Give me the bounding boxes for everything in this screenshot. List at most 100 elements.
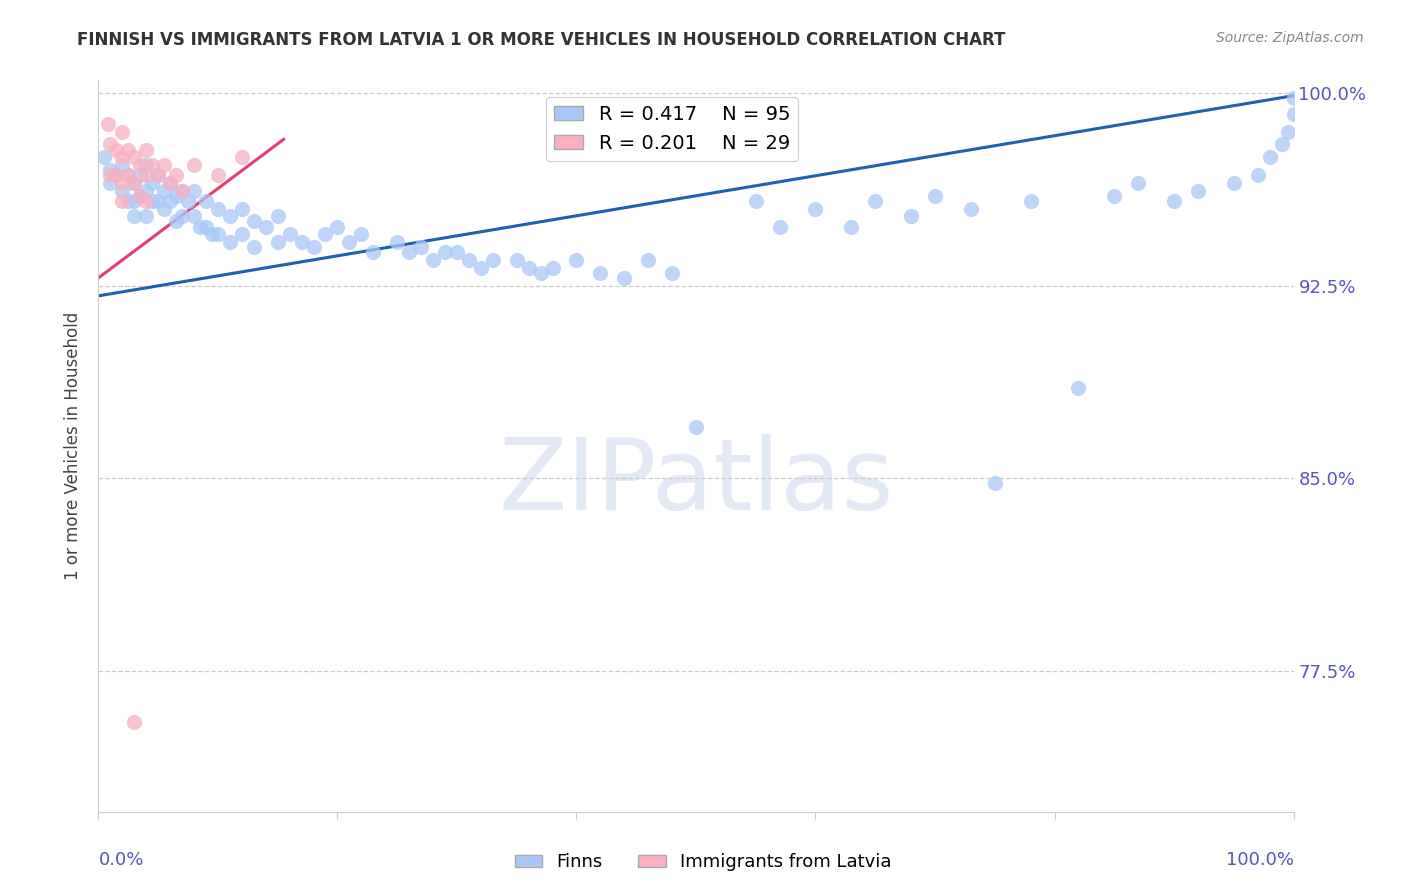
- Point: [111, 158, 134, 172]
- Text: ZIPatlas: ZIPatlas: [498, 434, 894, 531]
- Point: [506, 252, 529, 267]
- Point: [541, 260, 564, 275]
- Point: [111, 184, 134, 198]
- Point: [117, 143, 139, 157]
- Point: [422, 252, 444, 267]
- Point: [105, 168, 128, 182]
- Point: [291, 235, 314, 249]
- Point: [267, 235, 290, 249]
- Point: [207, 168, 229, 182]
- Point: [111, 176, 134, 190]
- Point: [661, 266, 683, 280]
- Point: [159, 176, 181, 190]
- Point: [434, 245, 457, 260]
- Point: [207, 227, 229, 242]
- Point: [350, 227, 373, 242]
- Point: [165, 168, 187, 182]
- Point: [195, 219, 218, 234]
- Point: [117, 168, 139, 182]
- Point: [1128, 176, 1150, 190]
- Point: [105, 143, 128, 157]
- Point: [124, 176, 146, 190]
- Point: [517, 260, 540, 275]
- Point: [98, 176, 122, 190]
- Point: [385, 235, 409, 249]
- Point: [98, 163, 122, 178]
- Point: [1163, 194, 1185, 208]
- Point: [135, 168, 157, 182]
- Point: [129, 158, 152, 172]
- Point: [613, 271, 636, 285]
- Point: [589, 266, 612, 280]
- Point: [565, 252, 588, 267]
- Point: [129, 168, 152, 182]
- Legend: Finns, Immigrants from Latvia: Finns, Immigrants from Latvia: [508, 847, 898, 879]
- Point: [148, 168, 170, 182]
- Point: [363, 245, 385, 260]
- Point: [129, 188, 152, 202]
- Point: [326, 219, 349, 234]
- Point: [841, 219, 863, 234]
- Point: [481, 252, 505, 267]
- Point: [201, 227, 224, 242]
- Point: [111, 150, 134, 164]
- Point: [135, 209, 157, 223]
- Point: [398, 245, 420, 260]
- Point: [141, 194, 163, 208]
- Point: [148, 194, 170, 208]
- Point: [183, 158, 205, 172]
- Point: [219, 209, 242, 223]
- Point: [243, 214, 266, 228]
- Text: Source: ZipAtlas.com: Source: ZipAtlas.com: [1216, 31, 1364, 45]
- Legend: R = 0.417    N = 95, R = 0.201    N = 29: R = 0.417 N = 95, R = 0.201 N = 29: [546, 97, 799, 161]
- Text: FINNISH VS IMMIGRANTS FROM LATVIA 1 OR MORE VEHICLES IN HOUSEHOLD CORRELATION CH: FINNISH VS IMMIGRANTS FROM LATVIA 1 OR M…: [77, 31, 1005, 49]
- Point: [172, 209, 194, 223]
- Point: [768, 219, 790, 234]
- Point: [98, 137, 122, 152]
- Point: [219, 235, 242, 249]
- Point: [153, 202, 176, 216]
- Point: [188, 219, 211, 234]
- Point: [111, 194, 134, 208]
- Point: [207, 202, 229, 216]
- Point: [315, 227, 337, 242]
- Point: [1282, 91, 1305, 105]
- Point: [685, 419, 707, 434]
- Point: [446, 245, 468, 260]
- Point: [159, 176, 181, 190]
- Point: [1019, 194, 1042, 208]
- Point: [124, 176, 146, 190]
- Point: [1271, 137, 1294, 152]
- Text: 0.0%: 0.0%: [98, 851, 143, 869]
- Point: [135, 158, 157, 172]
- Point: [1067, 381, 1090, 395]
- Point: [231, 150, 253, 164]
- Point: [411, 240, 433, 254]
- Point: [105, 168, 128, 182]
- Point: [1258, 150, 1281, 164]
- Point: [243, 240, 266, 254]
- Point: [159, 194, 181, 208]
- Point: [93, 150, 115, 164]
- Point: [1282, 106, 1305, 120]
- Point: [124, 714, 146, 729]
- Point: [172, 184, 194, 198]
- Point: [267, 209, 290, 223]
- Point: [98, 168, 122, 182]
- Point: [458, 252, 481, 267]
- Point: [141, 158, 163, 172]
- Point: [153, 158, 176, 172]
- Point: [254, 219, 277, 234]
- Point: [124, 150, 146, 164]
- Point: [141, 176, 163, 190]
- Point: [195, 194, 218, 208]
- Point: [183, 184, 205, 198]
- Point: [1104, 188, 1126, 202]
- Y-axis label: 1 or more Vehicles in Household: 1 or more Vehicles in Household: [65, 312, 83, 580]
- Point: [183, 209, 205, 223]
- Point: [177, 194, 200, 208]
- Point: [165, 188, 187, 202]
- Point: [278, 227, 301, 242]
- Point: [924, 188, 946, 202]
- Point: [1223, 176, 1246, 190]
